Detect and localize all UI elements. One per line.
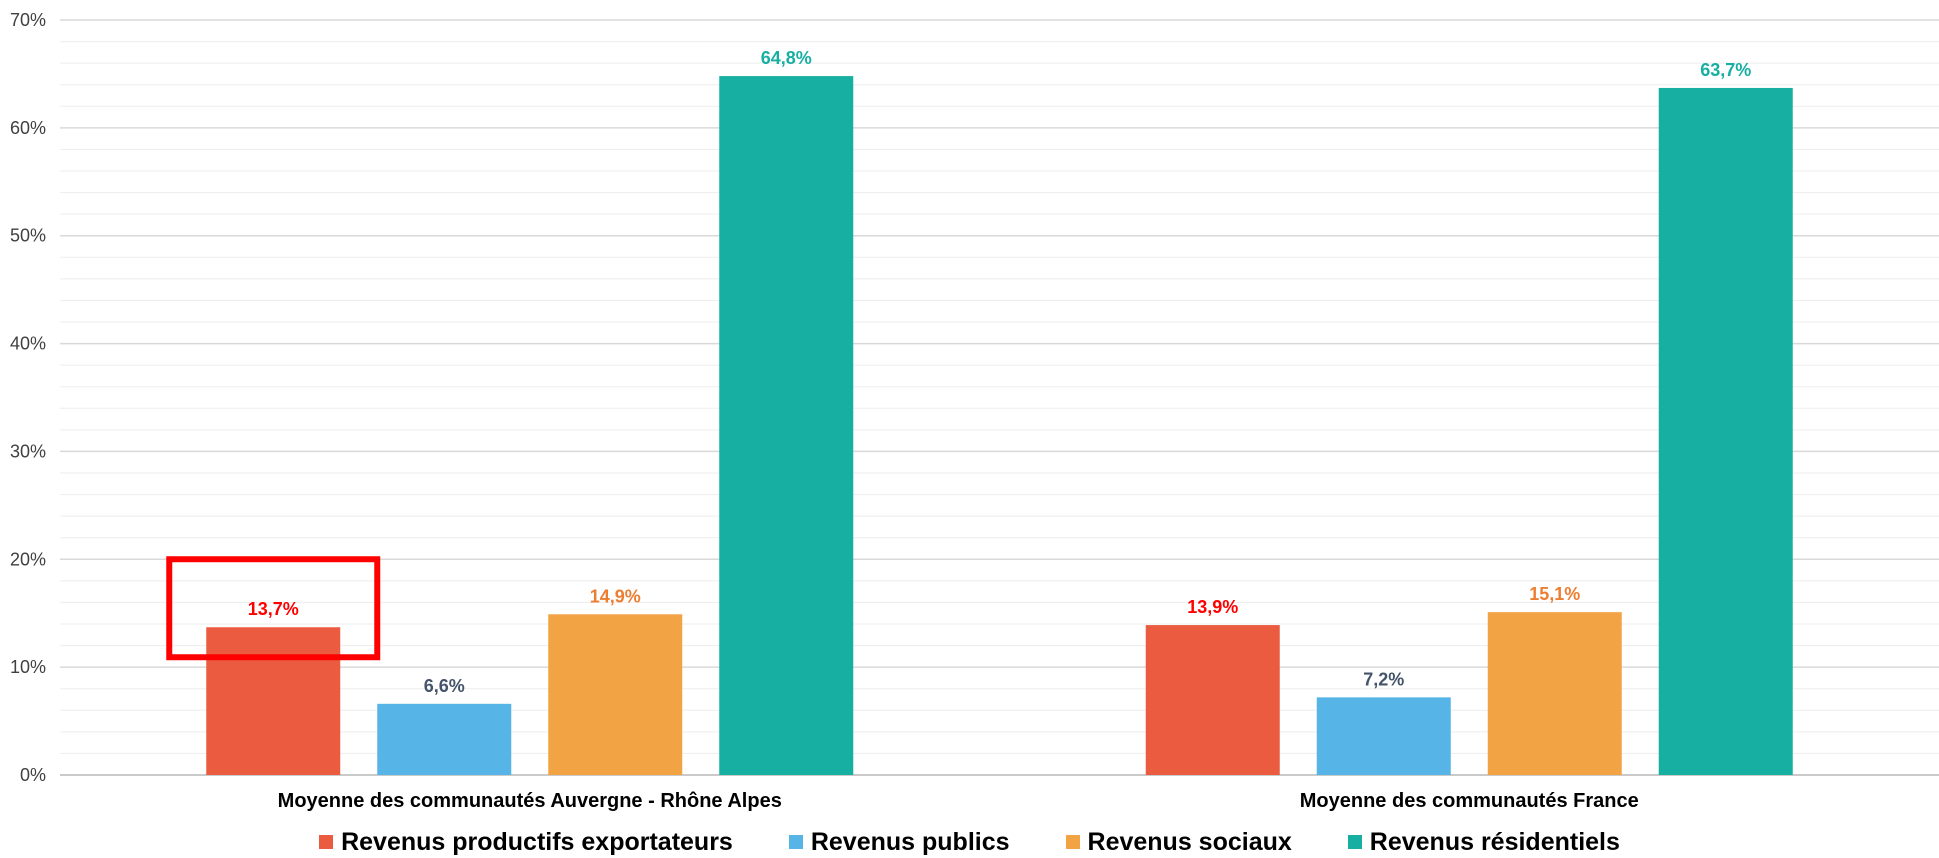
y-tick-label: 50% [10, 226, 46, 246]
y-axis-ticks: 0% 10% 20% 30% 40% 50% 60% 70% [10, 10, 46, 785]
y-tick-label: 40% [10, 334, 46, 354]
legend-swatch [1065, 835, 1080, 849]
data-label: 63,7% [1700, 60, 1751, 80]
legend-label: Revenus résidentiels [1369, 827, 1620, 856]
bar [548, 614, 683, 775]
category-label: Moyenne des communautés France [1300, 790, 1639, 812]
bar [1487, 612, 1622, 775]
y-tick-label: 30% [10, 441, 46, 461]
legend: Revenus productifs exportateurs Revenus p… [0, 826, 1939, 858]
grid-lines [60, 19, 1939, 776]
y-tick-label: 0% [20, 765, 46, 785]
legend-label: Revenus sociaux [1087, 827, 1292, 856]
bar [1316, 697, 1451, 775]
legend-label: Revenus publics [810, 827, 1010, 856]
y-tick-label: 70% [10, 10, 46, 30]
legend-item: Revenus sociaux [1065, 827, 1292, 857]
legend-swatch [1347, 835, 1362, 849]
legend-item: Revenus résidentiels [1347, 827, 1620, 857]
bar [1658, 87, 1793, 775]
annotations [166, 556, 381, 661]
legend-swatch [788, 835, 803, 849]
bar [206, 627, 341, 775]
legend-label: Revenus productifs exportateurs [341, 827, 733, 856]
highlight-box [166, 556, 381, 661]
bar [377, 703, 512, 775]
data-label: 13,7% [248, 599, 299, 619]
y-tick-label: 10% [10, 657, 46, 677]
bar [719, 76, 854, 776]
bars [206, 76, 1793, 776]
data-label: 13,9% [1187, 597, 1238, 617]
legend-item: Revenus publics [788, 827, 1010, 857]
bar-chart: 0% 10% 20% 30% 40% 50% 60% 70% 13,7% 6,6% 14,9% 64… [10, 10, 1939, 812]
data-label: 6,6% [424, 676, 465, 696]
y-tick-label: 60% [10, 118, 46, 138]
data-label: 7,2% [1363, 669, 1404, 689]
legend-swatch [319, 835, 334, 849]
bar [1145, 625, 1280, 775]
y-tick-label: 20% [10, 549, 46, 569]
data-label: 14,9% [590, 586, 641, 606]
legend-item: Revenus productifs exportateurs [319, 828, 733, 857]
data-label: 64,8% [761, 48, 812, 68]
data-labels: 13,7% 6,6% 14,9% 64,8% 13,9% 7,2% 15,1% 63,7% [248, 48, 1752, 696]
category-label: Moyenne des communautés Auvergne - Rhône… [278, 790, 782, 812]
category-labels: Moyenne des communautés Auvergne - Rhône… [278, 790, 1639, 812]
data-label: 15,1% [1529, 584, 1580, 604]
